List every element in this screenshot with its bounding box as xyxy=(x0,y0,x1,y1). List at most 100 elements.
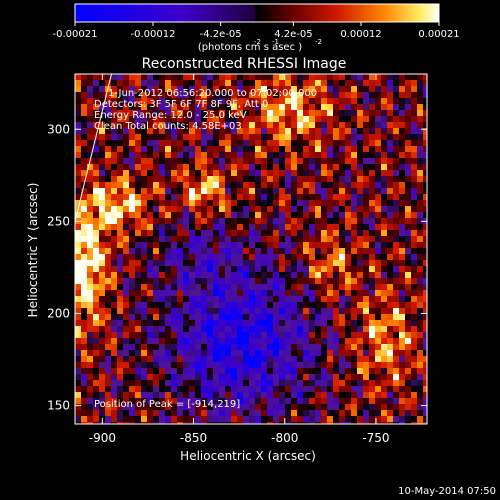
heatmap-cell xyxy=(309,320,316,327)
heatmap-cell xyxy=(375,242,382,249)
heatmap-cell xyxy=(285,314,292,321)
heatmap-cell xyxy=(315,410,322,417)
heatmap-cell xyxy=(393,302,400,309)
heatmap-cell xyxy=(75,338,82,345)
heatmap-cell xyxy=(357,290,364,297)
heatmap-cell xyxy=(177,128,184,135)
heatmap-cell xyxy=(393,422,400,424)
heatmap-cell xyxy=(405,344,412,351)
heatmap-cell xyxy=(141,248,148,255)
heatmap-cell xyxy=(117,146,124,153)
heatmap-cell xyxy=(207,110,214,117)
heatmap-cell xyxy=(135,284,142,291)
heatmap-cell xyxy=(261,308,268,315)
heatmap-cell xyxy=(321,332,328,339)
heatmap-cell xyxy=(261,290,268,297)
heatmap-cell xyxy=(285,272,292,279)
heatmap-cell xyxy=(321,128,328,135)
heatmap-cell xyxy=(225,224,232,231)
heatmap-cell xyxy=(243,158,250,165)
heatmap-cell xyxy=(309,146,316,153)
heatmap-cell xyxy=(255,350,262,357)
heatmap-cell xyxy=(369,392,376,399)
heatmap-cell xyxy=(345,266,352,273)
heatmap-cell xyxy=(183,128,190,135)
heatmap-cell xyxy=(369,272,376,279)
heatmap-cell xyxy=(363,422,370,424)
heatmap-cell xyxy=(279,176,286,183)
heatmap-cell xyxy=(225,170,232,177)
heatmap-cell xyxy=(111,140,118,147)
heatmap-cell xyxy=(279,224,286,231)
heatmap-cell xyxy=(243,92,250,99)
heatmap-cell xyxy=(369,128,376,135)
heatmap-cell xyxy=(417,224,424,231)
heatmap-cell xyxy=(165,152,172,159)
heatmap-cell xyxy=(321,284,328,291)
heatmap-cell xyxy=(183,404,190,411)
heatmap-cell xyxy=(177,164,184,171)
heatmap-cell xyxy=(183,206,190,213)
heatmap-cell xyxy=(177,242,184,249)
y-axis-label: Heliocentric Y (arcsec) xyxy=(26,183,40,318)
heatmap-cell xyxy=(75,194,82,201)
heatmap-cell xyxy=(231,422,238,424)
heatmap-cell xyxy=(315,422,322,424)
heatmap-cell xyxy=(243,146,250,153)
heatmap-cell xyxy=(357,392,364,399)
heatmap-cell xyxy=(291,116,298,123)
heatmap-cell xyxy=(225,422,232,424)
heatmap-cell xyxy=(273,368,280,375)
heatmap-cell xyxy=(93,200,100,207)
heatmap-cell xyxy=(297,182,304,189)
heatmap-cell xyxy=(201,320,208,327)
heatmap-cell xyxy=(249,110,256,117)
heatmap-cell xyxy=(261,236,268,243)
heatmap-cell xyxy=(321,398,328,405)
heatmap-cell xyxy=(291,290,298,297)
heatmap-cell xyxy=(93,86,100,93)
heatmap-cell xyxy=(117,128,124,135)
heatmap-cell xyxy=(201,194,208,201)
heatmap-cell xyxy=(261,374,268,381)
heatmap-cell xyxy=(87,104,94,111)
heatmap-cell xyxy=(261,398,268,405)
heatmap-cell xyxy=(369,296,376,303)
heatmap-cell xyxy=(159,164,166,171)
heatmap-cell xyxy=(213,230,220,237)
heatmap-cell xyxy=(147,290,154,297)
heatmap-cell xyxy=(129,110,136,117)
heatmap-cell xyxy=(387,134,394,141)
heatmap-cell xyxy=(375,380,382,387)
heatmap-cell xyxy=(405,134,412,141)
heatmap-cell xyxy=(111,224,118,231)
heatmap-cell xyxy=(171,80,178,87)
heatmap-cell xyxy=(81,266,88,273)
heatmap-cell xyxy=(297,344,304,351)
heatmap-cell xyxy=(117,200,124,207)
heatmap-cell xyxy=(357,182,364,189)
heatmap-cell xyxy=(87,368,94,375)
heatmap-cell xyxy=(75,92,82,99)
heatmap-cell xyxy=(375,356,382,363)
heatmap-cell xyxy=(339,194,346,201)
heatmap-cell xyxy=(117,302,124,309)
heatmap-cell xyxy=(333,338,340,345)
heatmap-cell xyxy=(111,194,118,201)
heatmap-cell xyxy=(81,134,88,141)
heatmap-cell xyxy=(249,338,256,345)
heatmap-cell xyxy=(225,320,232,327)
heatmap-cell xyxy=(405,266,412,273)
heatmap-cell xyxy=(381,338,388,345)
heatmap-cell xyxy=(81,80,88,87)
heatmap-cell xyxy=(297,230,304,237)
heatmap-cell xyxy=(117,188,124,195)
heatmap-cell xyxy=(333,290,340,297)
heatmap-cell xyxy=(171,338,178,345)
heatmap-cell xyxy=(129,410,136,417)
heatmap-cell xyxy=(339,362,346,369)
heatmap-cell xyxy=(141,278,148,285)
heatmap-cell xyxy=(285,284,292,291)
heatmap-cell xyxy=(75,188,82,195)
heatmap-cell xyxy=(123,320,130,327)
